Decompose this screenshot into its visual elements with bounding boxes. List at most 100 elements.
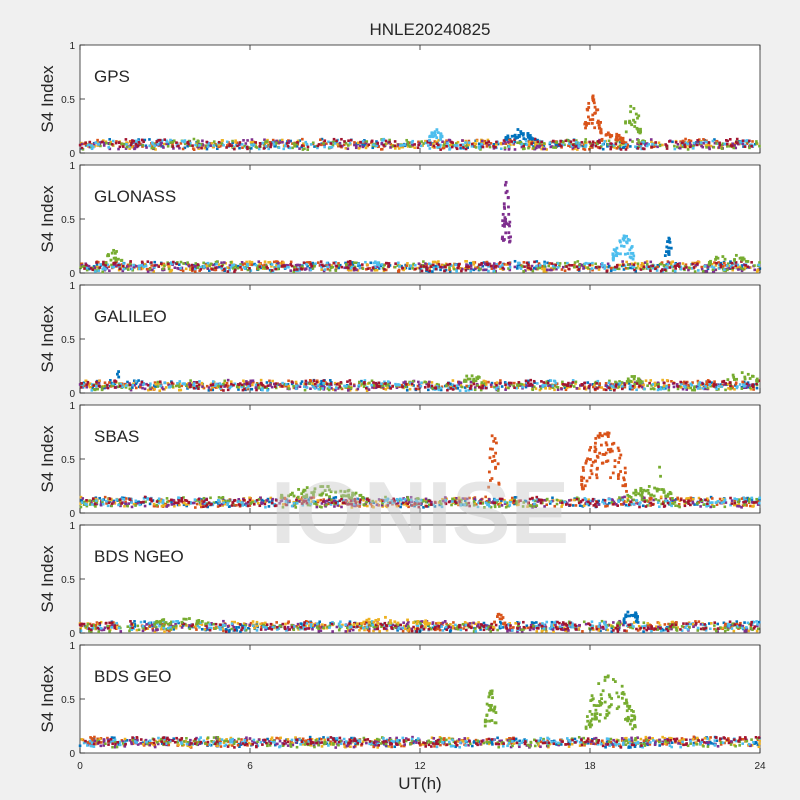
- event-point: [466, 377, 470, 381]
- baseline-point: [265, 499, 269, 502]
- baseline-point: [450, 503, 453, 507]
- baseline-point: [461, 143, 464, 146]
- baseline-point: [555, 502, 559, 506]
- baseline-point: [758, 496, 762, 500]
- baseline-point: [609, 387, 613, 391]
- baseline-point: [417, 497, 420, 501]
- baseline-point: [596, 379, 600, 383]
- baseline-point: [614, 265, 617, 269]
- baseline-point: [583, 142, 587, 145]
- baseline-point: [214, 260, 218, 264]
- baseline-point: [125, 265, 129, 268]
- baseline-point: [662, 264, 666, 267]
- baseline-point: [616, 267, 619, 270]
- baseline-point: [659, 387, 663, 391]
- baseline-point: [721, 142, 725, 145]
- baseline-point: [334, 496, 338, 499]
- baseline-point: [556, 262, 560, 265]
- baseline-point: [375, 503, 379, 507]
- baseline-point: [684, 137, 687, 141]
- baseline-point: [724, 501, 728, 504]
- baseline-point: [262, 499, 266, 503]
- baseline-point: [82, 381, 86, 385]
- baseline-point: [593, 141, 596, 145]
- baseline-point: [656, 388, 660, 392]
- baseline-point: [97, 142, 101, 146]
- baseline-point: [314, 382, 317, 386]
- y-tick-label: 0: [69, 389, 75, 400]
- baseline-point: [485, 145, 489, 148]
- baseline-point: [734, 262, 737, 266]
- baseline-point: [228, 268, 231, 272]
- event-point: [634, 112, 638, 116]
- baseline-point: [125, 141, 128, 144]
- baseline-point: [264, 505, 267, 509]
- baseline-point: [129, 143, 133, 147]
- baseline-point: [499, 381, 502, 385]
- baseline-point: [323, 143, 326, 147]
- event-point: [503, 207, 507, 210]
- baseline-point: [682, 267, 686, 271]
- baseline-point: [562, 140, 565, 144]
- baseline-point: [693, 388, 696, 392]
- baseline-point: [617, 499, 620, 502]
- baseline-point: [248, 260, 251, 264]
- baseline-point: [505, 501, 509, 505]
- baseline-point: [255, 146, 259, 149]
- baseline-point: [692, 144, 695, 148]
- event-point: [531, 137, 535, 141]
- baseline-point: [349, 267, 352, 270]
- baseline-point: [263, 263, 267, 267]
- baseline-point: [474, 267, 477, 271]
- baseline-point: [612, 500, 616, 504]
- baseline-point: [278, 264, 281, 268]
- baseline-point: [571, 146, 575, 150]
- event-point: [746, 260, 750, 263]
- baseline-point: [382, 269, 386, 273]
- baseline-point: [676, 142, 680, 146]
- baseline-point: [172, 147, 175, 150]
- baseline-point: [110, 263, 113, 267]
- baseline-point: [548, 262, 551, 265]
- baseline-point: [542, 147, 545, 151]
- baseline-point: [323, 268, 327, 271]
- baseline-point: [407, 505, 410, 509]
- baseline-point: [691, 500, 695, 504]
- baseline-point: [656, 501, 660, 504]
- baseline-point: [353, 384, 356, 388]
- baseline-point: [186, 140, 190, 144]
- baseline-point: [396, 144, 399, 148]
- baseline-point: [309, 143, 313, 146]
- baseline-point: [198, 269, 201, 273]
- baseline-point: [206, 267, 210, 270]
- baseline-point: [413, 146, 417, 150]
- baseline-point: [480, 263, 483, 267]
- baseline-point: [366, 504, 369, 508]
- baseline-point: [216, 384, 220, 387]
- baseline-point: [478, 263, 481, 266]
- baseline-point: [441, 499, 445, 503]
- baseline-point: [425, 265, 428, 269]
- event-point: [480, 381, 484, 385]
- event-point: [510, 134, 514, 138]
- event-point: [517, 135, 521, 138]
- baseline-point: [685, 501, 688, 504]
- baseline-point: [595, 382, 598, 385]
- baseline-point: [298, 385, 302, 388]
- baseline-point: [632, 263, 636, 266]
- panel-label: GALILEO: [94, 307, 167, 326]
- baseline-point: [296, 139, 300, 143]
- baseline-point: [102, 144, 106, 147]
- baseline-point: [293, 386, 297, 389]
- baseline-point: [650, 140, 653, 144]
- baseline-point: [108, 381, 111, 384]
- baseline-point: [522, 270, 525, 273]
- baseline-point: [265, 386, 269, 390]
- baseline-point: [170, 261, 173, 264]
- baseline-point: [139, 383, 142, 387]
- baseline-point: [242, 139, 245, 142]
- baseline-point: [467, 265, 470, 269]
- baseline-point: [156, 385, 160, 388]
- baseline-point: [148, 384, 152, 388]
- baseline-point: [486, 138, 490, 142]
